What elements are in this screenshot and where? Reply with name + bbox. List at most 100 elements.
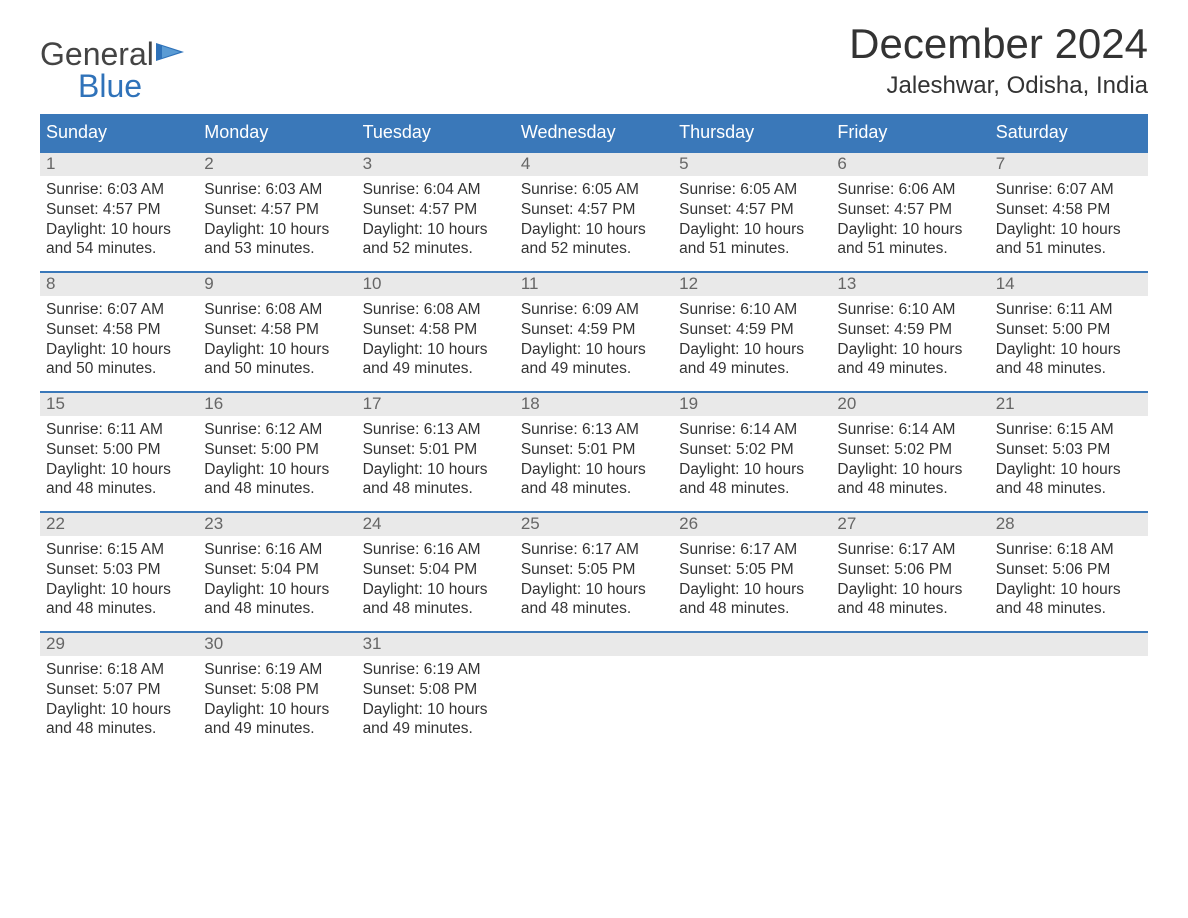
daylight-line: Daylight: 10 hours xyxy=(204,700,350,720)
sunrise-line: Sunrise: 6:13 AM xyxy=(521,420,667,440)
day-number: 19 xyxy=(673,393,831,416)
day-number: 24 xyxy=(357,513,515,536)
daylight-line-2: and 48 minutes. xyxy=(46,479,192,499)
day-number: 28 xyxy=(990,513,1148,536)
calendar-cell: 5Sunrise: 6:05 AMSunset: 4:57 PMDaylight… xyxy=(673,153,831,271)
sunset-line: Sunset: 4:59 PM xyxy=(521,320,667,340)
daylight-line-2: and 51 minutes. xyxy=(996,239,1142,259)
day-details: Sunrise: 6:12 AMSunset: 5:00 PMDaylight:… xyxy=(198,416,356,505)
calendar-cell: 9Sunrise: 6:08 AMSunset: 4:58 PMDaylight… xyxy=(198,273,356,391)
sunrise-line: Sunrise: 6:03 AM xyxy=(204,180,350,200)
day-details: Sunrise: 6:17 AMSunset: 5:06 PMDaylight:… xyxy=(831,536,989,625)
calendar-cell: 22Sunrise: 6:15 AMSunset: 5:03 PMDayligh… xyxy=(40,513,198,631)
sunset-line: Sunset: 4:57 PM xyxy=(679,200,825,220)
daylight-line: Daylight: 10 hours xyxy=(363,700,509,720)
day-number: 9 xyxy=(198,273,356,296)
sunset-line: Sunset: 5:08 PM xyxy=(363,680,509,700)
day-number: 7 xyxy=(990,153,1148,176)
daylight-line-2: and 48 minutes. xyxy=(996,479,1142,499)
calendar-cell: 8Sunrise: 6:07 AMSunset: 4:58 PMDaylight… xyxy=(40,273,198,391)
daylight-line: Daylight: 10 hours xyxy=(521,220,667,240)
brand-logo-text: General Blue xyxy=(40,38,190,102)
sunset-line: Sunset: 4:59 PM xyxy=(837,320,983,340)
daylight-line-2: and 48 minutes. xyxy=(363,599,509,619)
day-details: Sunrise: 6:08 AMSunset: 4:58 PMDaylight:… xyxy=(357,296,515,385)
sunrise-line: Sunrise: 6:15 AM xyxy=(46,540,192,560)
daylight-line-2: and 48 minutes. xyxy=(46,719,192,739)
calendar-cell xyxy=(831,633,989,751)
daylight-line: Daylight: 10 hours xyxy=(837,460,983,480)
day-number: 6 xyxy=(831,153,989,176)
calendar-row: 29Sunrise: 6:18 AMSunset: 5:07 PMDayligh… xyxy=(40,631,1148,751)
daylight-line-2: and 48 minutes. xyxy=(363,479,509,499)
sunset-line: Sunset: 5:08 PM xyxy=(204,680,350,700)
daylight-line-2: and 49 minutes. xyxy=(363,719,509,739)
sunset-line: Sunset: 5:05 PM xyxy=(679,560,825,580)
calendar-cell: 12Sunrise: 6:10 AMSunset: 4:59 PMDayligh… xyxy=(673,273,831,391)
sunrise-line: Sunrise: 6:12 AM xyxy=(204,420,350,440)
calendar-cell: 13Sunrise: 6:10 AMSunset: 4:59 PMDayligh… xyxy=(831,273,989,391)
sunset-line: Sunset: 5:03 PM xyxy=(996,440,1142,460)
calendar-cell: 31Sunrise: 6:19 AMSunset: 5:08 PMDayligh… xyxy=(357,633,515,751)
day-number: 20 xyxy=(831,393,989,416)
calendar-cell: 29Sunrise: 6:18 AMSunset: 5:07 PMDayligh… xyxy=(40,633,198,751)
calendar-cell: 10Sunrise: 6:08 AMSunset: 4:58 PMDayligh… xyxy=(357,273,515,391)
sunset-line: Sunset: 4:57 PM xyxy=(521,200,667,220)
daylight-line: Daylight: 10 hours xyxy=(46,580,192,600)
brand-logo: General Blue xyxy=(40,38,190,102)
day-number: 18 xyxy=(515,393,673,416)
sunrise-line: Sunrise: 6:09 AM xyxy=(521,300,667,320)
sunset-line: Sunset: 4:58 PM xyxy=(46,320,192,340)
day-details: Sunrise: 6:05 AMSunset: 4:57 PMDaylight:… xyxy=(673,176,831,265)
sunrise-line: Sunrise: 6:04 AM xyxy=(363,180,509,200)
calendar-cell: 17Sunrise: 6:13 AMSunset: 5:01 PMDayligh… xyxy=(357,393,515,511)
daylight-line-2: and 48 minutes. xyxy=(521,479,667,499)
daylight-line: Daylight: 10 hours xyxy=(679,220,825,240)
sunrise-line: Sunrise: 6:14 AM xyxy=(837,420,983,440)
calendar-cell: 7Sunrise: 6:07 AMSunset: 4:58 PMDaylight… xyxy=(990,153,1148,271)
calendar-cell: 16Sunrise: 6:12 AMSunset: 5:00 PMDayligh… xyxy=(198,393,356,511)
daylight-line: Daylight: 10 hours xyxy=(363,460,509,480)
day-details: Sunrise: 6:11 AMSunset: 5:00 PMDaylight:… xyxy=(40,416,198,505)
page-header: General Blue December 2024 Jaleshwar, Od… xyxy=(40,20,1148,102)
sunset-line: Sunset: 4:58 PM xyxy=(996,200,1142,220)
location-subtitle: Jaleshwar, Odisha, India xyxy=(849,72,1148,100)
day-details: Sunrise: 6:04 AMSunset: 4:57 PMDaylight:… xyxy=(357,176,515,265)
calendar: SundayMondayTuesdayWednesdayThursdayFrid… xyxy=(40,114,1148,751)
day-details: Sunrise: 6:13 AMSunset: 5:01 PMDaylight:… xyxy=(357,416,515,505)
calendar-cell: 21Sunrise: 6:15 AMSunset: 5:03 PMDayligh… xyxy=(990,393,1148,511)
sunrise-line: Sunrise: 6:03 AM xyxy=(46,180,192,200)
weekday-monday: Monday xyxy=(198,114,356,151)
day-number: 4 xyxy=(515,153,673,176)
sunrise-line: Sunrise: 6:05 AM xyxy=(521,180,667,200)
day-number: 13 xyxy=(831,273,989,296)
sunrise-line: Sunrise: 6:13 AM xyxy=(363,420,509,440)
day-number: 15 xyxy=(40,393,198,416)
daylight-line-2: and 52 minutes. xyxy=(363,239,509,259)
sunrise-line: Sunrise: 6:16 AM xyxy=(363,540,509,560)
day-details: Sunrise: 6:03 AMSunset: 4:57 PMDaylight:… xyxy=(40,176,198,265)
daylight-line-2: and 48 minutes. xyxy=(204,599,350,619)
daylight-line: Daylight: 10 hours xyxy=(837,220,983,240)
sunset-line: Sunset: 5:03 PM xyxy=(46,560,192,580)
daylight-line-2: and 54 minutes. xyxy=(46,239,192,259)
sunset-line: Sunset: 5:06 PM xyxy=(996,560,1142,580)
day-number: 27 xyxy=(831,513,989,536)
calendar-cell: 3Sunrise: 6:04 AMSunset: 4:57 PMDaylight… xyxy=(357,153,515,271)
day-number: 31 xyxy=(357,633,515,656)
sunset-line: Sunset: 5:02 PM xyxy=(837,440,983,460)
day-details: Sunrise: 6:13 AMSunset: 5:01 PMDaylight:… xyxy=(515,416,673,505)
calendar-cell xyxy=(515,633,673,751)
day-details: Sunrise: 6:10 AMSunset: 4:59 PMDaylight:… xyxy=(673,296,831,385)
day-details: Sunrise: 6:03 AMSunset: 4:57 PMDaylight:… xyxy=(198,176,356,265)
daylight-line-2: and 51 minutes. xyxy=(679,239,825,259)
daylight-line: Daylight: 10 hours xyxy=(46,700,192,720)
day-number-empty xyxy=(515,633,673,656)
sunset-line: Sunset: 5:06 PM xyxy=(837,560,983,580)
daylight-line: Daylight: 10 hours xyxy=(679,580,825,600)
flag-icon xyxy=(156,38,190,70)
daylight-line-2: and 48 minutes. xyxy=(837,479,983,499)
day-number: 25 xyxy=(515,513,673,536)
daylight-line-2: and 48 minutes. xyxy=(679,479,825,499)
sunset-line: Sunset: 5:02 PM xyxy=(679,440,825,460)
